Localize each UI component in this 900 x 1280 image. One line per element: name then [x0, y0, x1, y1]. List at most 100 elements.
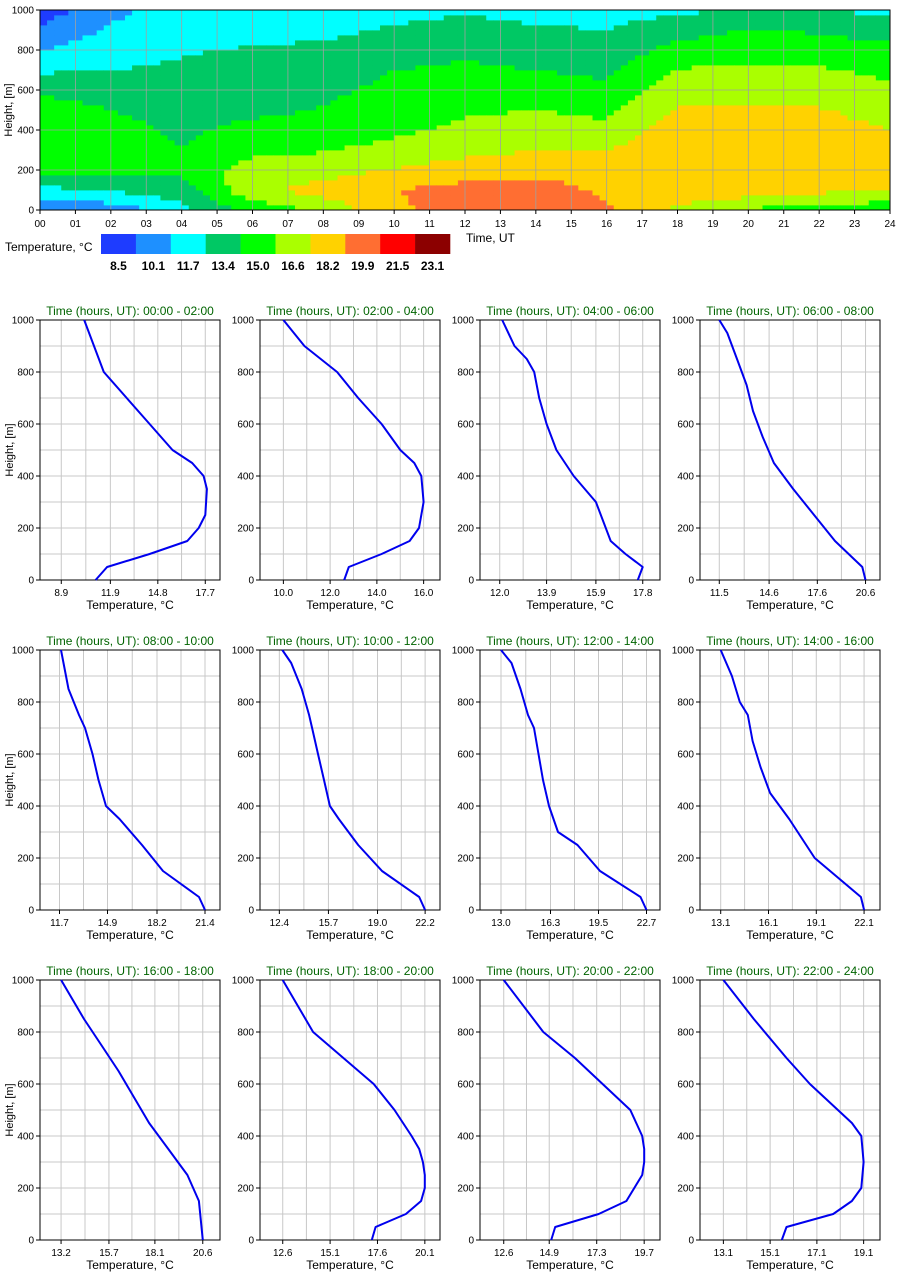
heatmap-cell [755, 175, 763, 181]
heatmap-cell [514, 95, 523, 101]
heatmap-cell [103, 80, 112, 86]
heatmap-cell [698, 160, 707, 166]
heatmap-cell [132, 35, 140, 41]
heatmap-cell [557, 105, 565, 111]
heatmap-cell [642, 120, 650, 126]
heatmap-cell [875, 165, 884, 171]
heatmap-cell [61, 40, 69, 46]
heatmap-cell [571, 70, 579, 76]
heatmap-cell [705, 35, 714, 41]
heatmap-cell [684, 140, 693, 146]
heatmap-cell [337, 50, 345, 56]
heatmap-cell [649, 25, 657, 31]
heatmap-cell [486, 25, 494, 31]
heatmap-cell [691, 135, 700, 141]
heatmap-cell [571, 50, 579, 56]
heatmap-cell [436, 160, 445, 166]
heatmap-cell [181, 95, 190, 101]
heatmap-cell [606, 135, 615, 141]
heatmap-cell [117, 35, 126, 41]
heatmap-cell [741, 65, 749, 71]
heatmap-cell [500, 125, 508, 131]
heatmap-cell [323, 205, 331, 211]
heatmap-cell [443, 170, 452, 176]
heatmap-cell [727, 10, 735, 16]
heatmap-cell [280, 170, 289, 176]
heatmap-cell [415, 170, 423, 176]
heatmap-cell [705, 190, 714, 196]
heatmap-cell [670, 40, 678, 46]
heatmap-cell [394, 100, 402, 106]
heatmap-cell [372, 195, 381, 201]
heatmap-cell [54, 125, 62, 131]
heatmap-cell [231, 30, 239, 36]
heatmap-cell [741, 80, 749, 86]
heatmap-cell [514, 165, 523, 171]
heatmap-cell [202, 110, 211, 116]
heatmap-cell [188, 155, 197, 161]
heatmap-cell [287, 185, 296, 191]
heatmap-cell [47, 10, 55, 16]
heatmap-cell [521, 180, 530, 186]
heatmap-cell [833, 30, 841, 36]
heatmap-cell [748, 30, 756, 36]
heatmap-cell [642, 165, 650, 171]
heatmap-cell [734, 120, 742, 126]
heatmap-cell [259, 80, 268, 86]
heatmap-cell [868, 45, 877, 51]
heatmap-cell [47, 65, 55, 71]
heatmap-cell [833, 20, 841, 26]
heatmap-cell [160, 190, 168, 196]
heatmap-cell [245, 75, 253, 81]
heatmap-cell [316, 175, 324, 181]
heatmap-cell [748, 90, 756, 96]
heatmap-cell [323, 110, 331, 116]
heatmap-cell [663, 20, 671, 26]
heatmap-cell [167, 35, 175, 41]
heatmap-cell [195, 60, 204, 66]
heatmap-cell [40, 80, 48, 86]
heatmap-cell [790, 135, 799, 141]
heatmap-cell [755, 205, 763, 211]
heatmap-cell [252, 60, 260, 66]
heatmap-cell [330, 85, 338, 91]
heatmap-cell [75, 125, 83, 131]
heatmap-cell [40, 170, 48, 176]
heatmap-cell [819, 50, 827, 56]
heatmap-cell [514, 135, 523, 141]
heatmap-cell [677, 120, 685, 126]
heatmap-cell [854, 10, 863, 16]
heatmap-cell [592, 85, 600, 91]
heatmap-cell [599, 45, 608, 51]
heatmap-cell [40, 75, 48, 81]
heatmap-cell [387, 200, 395, 206]
heatmap-cell [684, 205, 693, 211]
heatmap-cell [635, 80, 643, 86]
heatmap-cell [762, 135, 770, 141]
heatmap-cell [266, 70, 275, 76]
heatmap-cell [585, 80, 593, 86]
heatmap-cell [61, 145, 69, 151]
heatmap-cell [521, 125, 530, 131]
heatmap-cell [202, 70, 211, 76]
heatmap-cell [309, 10, 317, 16]
heatmap-cell [727, 95, 735, 101]
heatmap-cell [776, 185, 785, 191]
heatmap-cell [287, 120, 296, 126]
heatmap-cell [762, 185, 770, 191]
heatmap-cell [797, 30, 806, 36]
heatmap-cell [231, 185, 239, 191]
heatmap-cell [372, 75, 381, 81]
heatmap-cell [854, 90, 863, 96]
heatmap-cell [656, 25, 664, 31]
heatmap-cell [436, 70, 445, 76]
heatmap-cell [302, 110, 310, 116]
heatmap-cell [387, 15, 395, 21]
heatmap-cell [670, 140, 678, 146]
heatmap-cell [422, 130, 430, 136]
heatmap-cell [805, 10, 813, 16]
heatmap-cell [826, 25, 834, 31]
heatmap-cell [54, 180, 62, 186]
heatmap-cell [833, 115, 841, 121]
heatmap-cell [663, 75, 671, 81]
